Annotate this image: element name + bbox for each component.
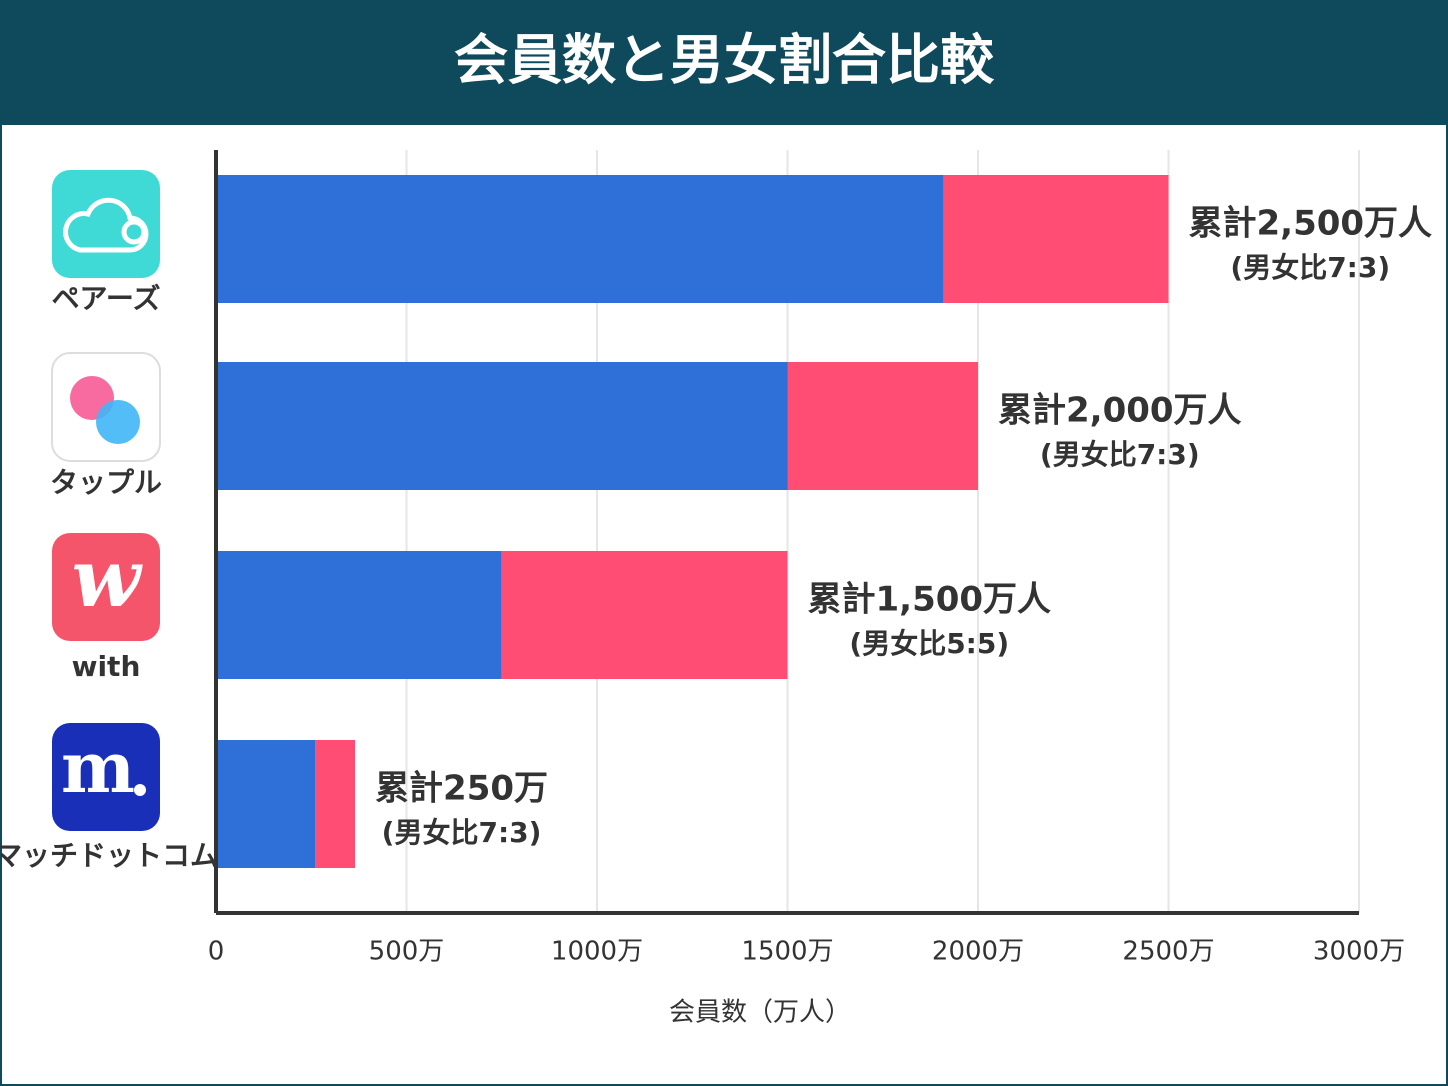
bar-segment	[216, 362, 788, 490]
category-label: ペアーズ	[52, 282, 161, 315]
category-label: タップル	[50, 466, 162, 499]
total-label: 累計2,000万人	[998, 391, 1242, 431]
x-tick-label: 2000万	[932, 937, 1024, 967]
bar-segment	[943, 175, 1169, 303]
x-tick-label: 3000万	[1313, 937, 1405, 967]
svg-text:m: m	[61, 726, 135, 809]
bar-segment	[787, 362, 978, 490]
bar-segment	[216, 740, 316, 868]
ratio-label: (男女比7:3)	[1230, 251, 1390, 284]
x-tick-label: 500万	[369, 937, 445, 967]
icon-match: m	[52, 723, 160, 831]
svg-text:w: w	[72, 531, 144, 625]
ratio-label: (男女比7:3)	[1040, 438, 1200, 471]
x-tick-label: 2500万	[1122, 937, 1214, 967]
x-axis-label: 会員数（万人）	[669, 998, 851, 1028]
total-label: 累計250万	[375, 769, 548, 809]
x-tick-label: 1500万	[741, 937, 833, 967]
total-label: 累計2,500万人	[1189, 204, 1433, 244]
x-tick-label: 1000万	[551, 937, 643, 967]
category-label: マッチドットコム	[0, 839, 218, 872]
bar-segment	[501, 551, 788, 679]
total-label: 累計1,500万人	[808, 580, 1052, 620]
icon-tapple	[51, 352, 161, 462]
ratio-label: (男女比7:3)	[382, 816, 542, 849]
bar-segment	[216, 175, 944, 303]
ratio-label: (男女比5:5)	[849, 627, 1009, 660]
x-tick-label: 0	[208, 937, 225, 967]
category-label: with	[72, 650, 141, 683]
icon-with: w	[52, 531, 160, 641]
chart-title: 会員数と男女割合比較	[454, 29, 995, 92]
title-banner	[0, 0, 1448, 125]
bar-segment	[216, 551, 502, 679]
bar-segment	[315, 740, 356, 868]
icon-pairs	[52, 170, 160, 278]
